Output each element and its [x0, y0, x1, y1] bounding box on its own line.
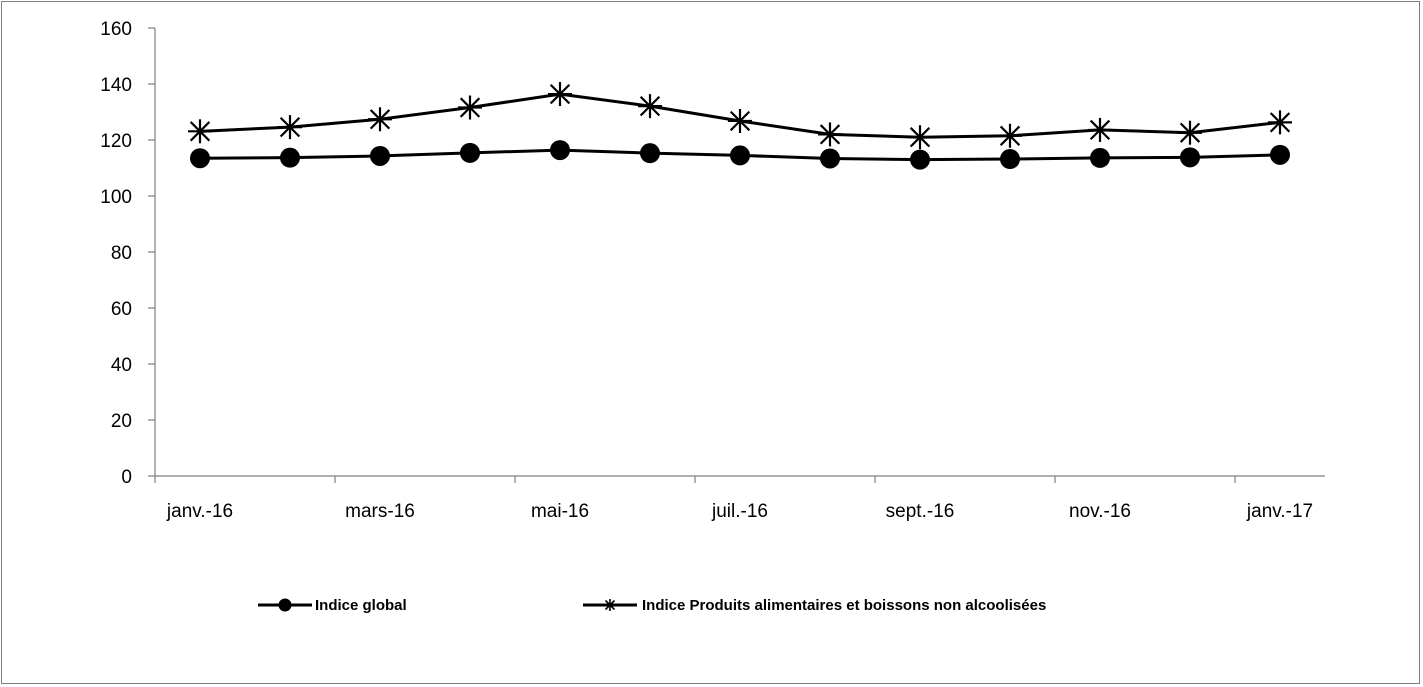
y-tick-label: 40	[111, 355, 132, 376]
x-tick-label: janv.-16	[166, 501, 233, 522]
y-tick-label: 160	[100, 19, 132, 40]
data-point	[908, 125, 932, 150]
legend-item: Indice global	[258, 597, 407, 614]
data-point	[638, 94, 662, 119]
y-tick-label: 140	[100, 75, 132, 96]
x-tick-label: mars-16	[345, 501, 415, 522]
y-tick-label: 20	[111, 411, 132, 432]
legend: Indice global Indice Produits alimentaire…	[258, 597, 1046, 614]
data-point	[820, 148, 840, 169]
data-point	[640, 143, 660, 164]
axes	[154, 28, 1325, 477]
y-tick-label: 80	[111, 243, 132, 264]
data-point	[1180, 147, 1200, 168]
data-point	[1178, 120, 1202, 145]
legend-circle-marker	[278, 598, 292, 612]
data-point	[1000, 149, 1020, 170]
data-point	[1268, 110, 1292, 135]
data-point	[458, 95, 482, 120]
data-point	[368, 107, 392, 132]
data-point	[818, 122, 842, 147]
y-tick-label: 0	[121, 467, 132, 488]
data-point	[728, 108, 752, 133]
x-tick-label: sept.-16	[886, 501, 955, 522]
series-1	[190, 140, 1290, 170]
y-tick-label: 100	[100, 187, 132, 208]
y-tick-label: 120	[100, 131, 132, 152]
x-axis-ticks: janv.-16 mars-16 mai-16 juil.-16 sept.-16 nov…	[154, 476, 1313, 522]
x-tick-label: janv.-17	[1246, 501, 1313, 522]
data-point	[548, 82, 572, 107]
data-point	[1270, 144, 1290, 165]
legend-label: Indice global	[315, 597, 407, 614]
series-2	[188, 82, 1292, 150]
data-point	[280, 147, 300, 168]
data-point	[998, 123, 1022, 148]
legend-item: Indice Produits alimentaires et boissons…	[583, 597, 1046, 614]
data-point	[730, 145, 750, 166]
x-tick-label: nov.-16	[1069, 501, 1131, 522]
data-point	[370, 145, 390, 166]
data-point	[550, 140, 570, 161]
legend-label: Indice Produits alimentaires et boissons…	[642, 597, 1046, 614]
y-axis-ticks: 0 20 40 60 80 100 120 140 160	[100, 19, 155, 488]
data-point	[278, 115, 302, 140]
data-point	[1090, 147, 1110, 168]
data-point	[1088, 117, 1112, 142]
data-point	[910, 149, 930, 170]
data-point	[188, 119, 212, 144]
legend-asterisk-marker	[604, 599, 616, 611]
data-point	[460, 142, 480, 163]
x-tick-label: mai-16	[531, 501, 589, 522]
y-tick-label: 60	[111, 299, 132, 320]
data-point	[190, 148, 210, 169]
x-tick-label: juil.-16	[711, 501, 768, 522]
series-layer	[188, 82, 1292, 170]
